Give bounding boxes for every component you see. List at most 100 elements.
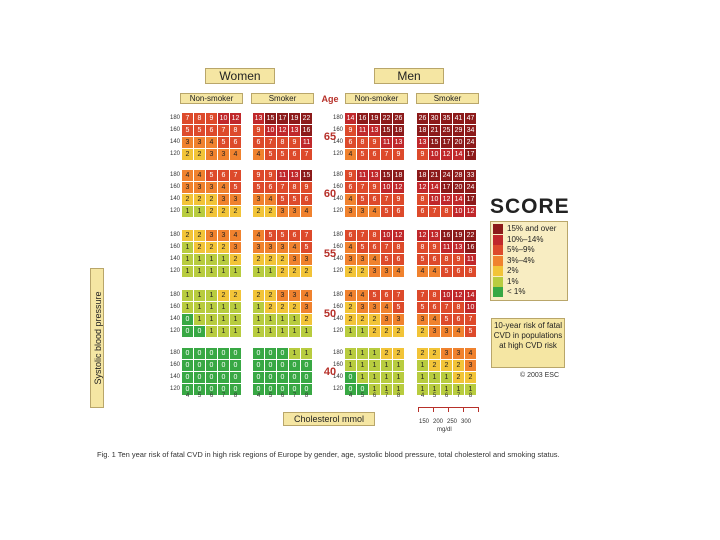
risk-cell: 8 <box>417 194 428 205</box>
risk-cell: 10 <box>429 194 440 205</box>
risk-cell: 13 <box>369 125 380 136</box>
risk-cell: 34 <box>465 125 476 136</box>
risk-cell: 0 <box>345 384 356 395</box>
risk-cell: 21 <box>429 125 440 136</box>
risk-cell: 12 <box>230 113 241 124</box>
risk-cell: 12 <box>441 194 452 205</box>
risk-cell: 24 <box>465 182 476 193</box>
risk-cell: 2 <box>453 372 464 383</box>
risk-cell: 5 <box>381 254 392 265</box>
risk-cell: 1 <box>441 372 452 383</box>
risk-cell: 2 <box>265 254 276 265</box>
risk-cell: 1 <box>393 372 404 383</box>
risk-cell: 0 <box>265 348 276 359</box>
risk-cell: 1 <box>345 326 356 337</box>
sbp-label: 180 <box>332 172 343 178</box>
risk-cell: 9 <box>253 125 264 136</box>
risk-cell: 0 <box>230 360 241 371</box>
risk-cell: 9 <box>289 137 300 148</box>
risk-cell: 6 <box>265 182 276 193</box>
risk-cell: 1 <box>301 326 312 337</box>
risk-cell: 3 <box>277 242 288 253</box>
legend-label: < 1% <box>507 287 526 296</box>
risk-cell: 1 <box>441 384 452 395</box>
risk-cell: 2 <box>381 326 392 337</box>
risk-cell: 2 <box>206 194 217 205</box>
risk-cell: 2 <box>265 290 276 301</box>
risk-cell: 1 <box>194 266 205 277</box>
risk-cell: 4 <box>465 348 476 359</box>
risk-cell: 4 <box>381 302 392 313</box>
risk-cell: 2 <box>253 206 264 217</box>
risk-cell: 16 <box>465 242 476 253</box>
risk-cell: 13 <box>417 137 428 148</box>
risk-cell: 2 <box>369 326 380 337</box>
risk-cell: 15 <box>265 113 276 124</box>
risk-cell: 10 <box>429 149 440 160</box>
risk-cell: 2 <box>265 302 276 313</box>
risk-cell: 7 <box>265 137 276 148</box>
risk-cell: 3 <box>381 314 392 325</box>
risk-cell: 4 <box>230 230 241 241</box>
risk-cell: 15 <box>381 125 392 136</box>
risk-cell: 1 <box>301 348 312 359</box>
risk-cell: 13 <box>289 125 300 136</box>
risk-cell: 18 <box>417 170 428 181</box>
risk-cell: 7 <box>441 302 452 313</box>
risk-cell: 3 <box>429 326 440 337</box>
risk-cell: 1 <box>253 326 264 337</box>
risk-cell: 2 <box>230 254 241 265</box>
risk-cell: 1 <box>357 326 368 337</box>
risk-cell: 19 <box>369 113 380 124</box>
risk-cell: 2 <box>345 302 356 313</box>
sbp-label: 180 <box>332 115 343 121</box>
sbp-label: 140 <box>332 316 343 322</box>
risk-cell: 7 <box>357 182 368 193</box>
risk-cell: 1 <box>182 206 193 217</box>
risk-cell: 10 <box>453 206 464 217</box>
risk-cell: 1 <box>393 384 404 395</box>
risk-cell: 1 <box>218 266 229 277</box>
legend <box>490 221 568 301</box>
sbp-label: 140 <box>169 139 180 145</box>
risk-cell: 1 <box>289 348 300 359</box>
legend-swatch <box>493 224 503 234</box>
risk-cell: 6 <box>393 254 404 265</box>
legend-swatch <box>493 234 503 245</box>
risk-cell: 7 <box>465 314 476 325</box>
cholesterol-tick: 5 <box>197 393 202 399</box>
risk-cell: 3 <box>218 149 229 160</box>
sbp-label: 120 <box>169 386 180 392</box>
risk-cell: 0 <box>253 348 264 359</box>
risk-cell: 0 <box>265 360 276 371</box>
sbp-label: 160 <box>332 127 343 133</box>
risk-cell: 0 <box>289 372 300 383</box>
risk-cell: 3 <box>345 206 356 217</box>
sbp-label: 140 <box>332 256 343 262</box>
risk-cell: 17 <box>441 137 452 148</box>
cholesterol-tick: 7 <box>456 393 461 399</box>
cholesterol-tick: 7 <box>292 393 297 399</box>
risk-cell: 4 <box>253 149 264 160</box>
risk-cell: 20 <box>453 137 464 148</box>
risk-cell: 3 <box>393 314 404 325</box>
sbp-label: 120 <box>169 151 180 157</box>
risk-cell: 17 <box>465 149 476 160</box>
risk-cell: 0 <box>182 360 193 371</box>
risk-cell: 0 <box>253 384 264 395</box>
risk-cell: 41 <box>453 113 464 124</box>
risk-cell: 14 <box>429 182 440 193</box>
risk-cell: 2 <box>453 360 464 371</box>
age-label: 40 <box>323 366 337 378</box>
cholesterol-tick: 6 <box>280 393 285 399</box>
age-label: 65 <box>323 131 337 143</box>
risk-cell: 35 <box>441 113 452 124</box>
risk-cell: 26 <box>417 113 428 124</box>
risk-cell: 12 <box>277 125 288 136</box>
risk-cell: 0 <box>265 372 276 383</box>
risk-cell: 9 <box>265 170 276 181</box>
risk-cell: 12 <box>441 149 452 160</box>
risk-cell: 1 <box>253 302 264 313</box>
risk-cell: 2 <box>206 206 217 217</box>
